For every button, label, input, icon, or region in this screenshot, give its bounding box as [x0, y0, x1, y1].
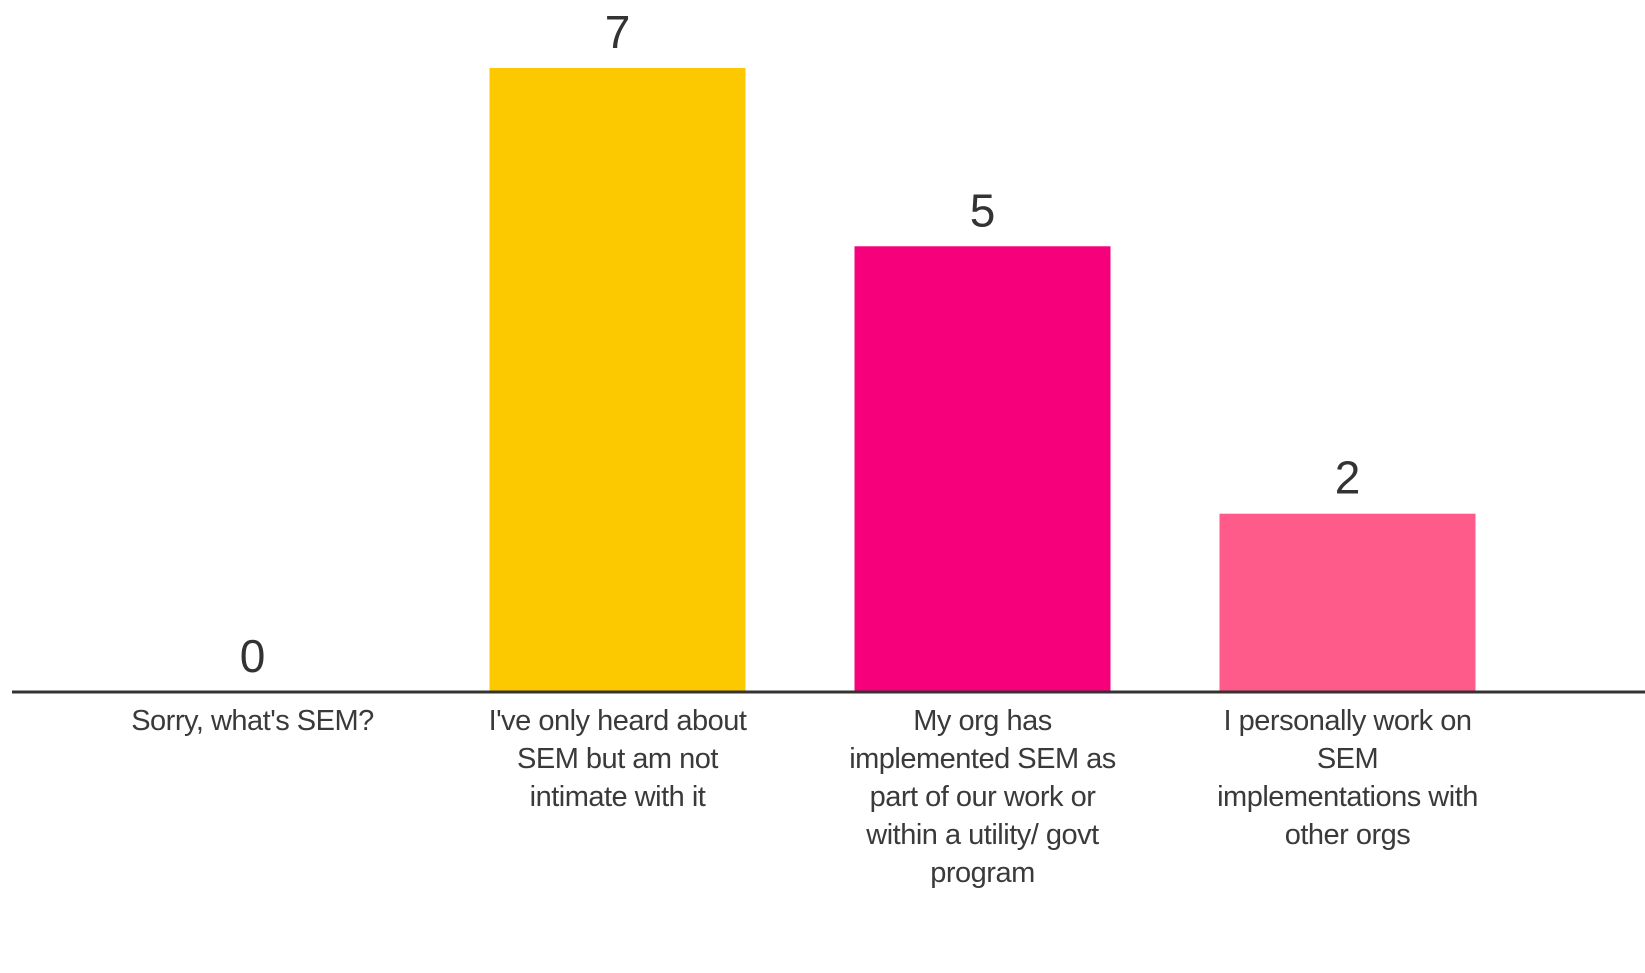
x-tick-label: Sorry, what's SEM?: [131, 705, 374, 737]
value-label: 2: [1335, 452, 1361, 504]
value-label: 0: [240, 630, 266, 682]
bar: [489, 68, 746, 692]
x-tick-label: I've only heard about SEM but am not int…: [488, 705, 747, 813]
value-label: 7: [605, 6, 631, 58]
x-tick-label: I personally work on SEM implementations…: [1217, 705, 1478, 851]
x-tick-label: My org has implemented SEM as part of ou…: [849, 705, 1116, 889]
bar: [854, 246, 1111, 693]
value-label: 5: [970, 184, 996, 236]
bar: [1219, 513, 1476, 692]
